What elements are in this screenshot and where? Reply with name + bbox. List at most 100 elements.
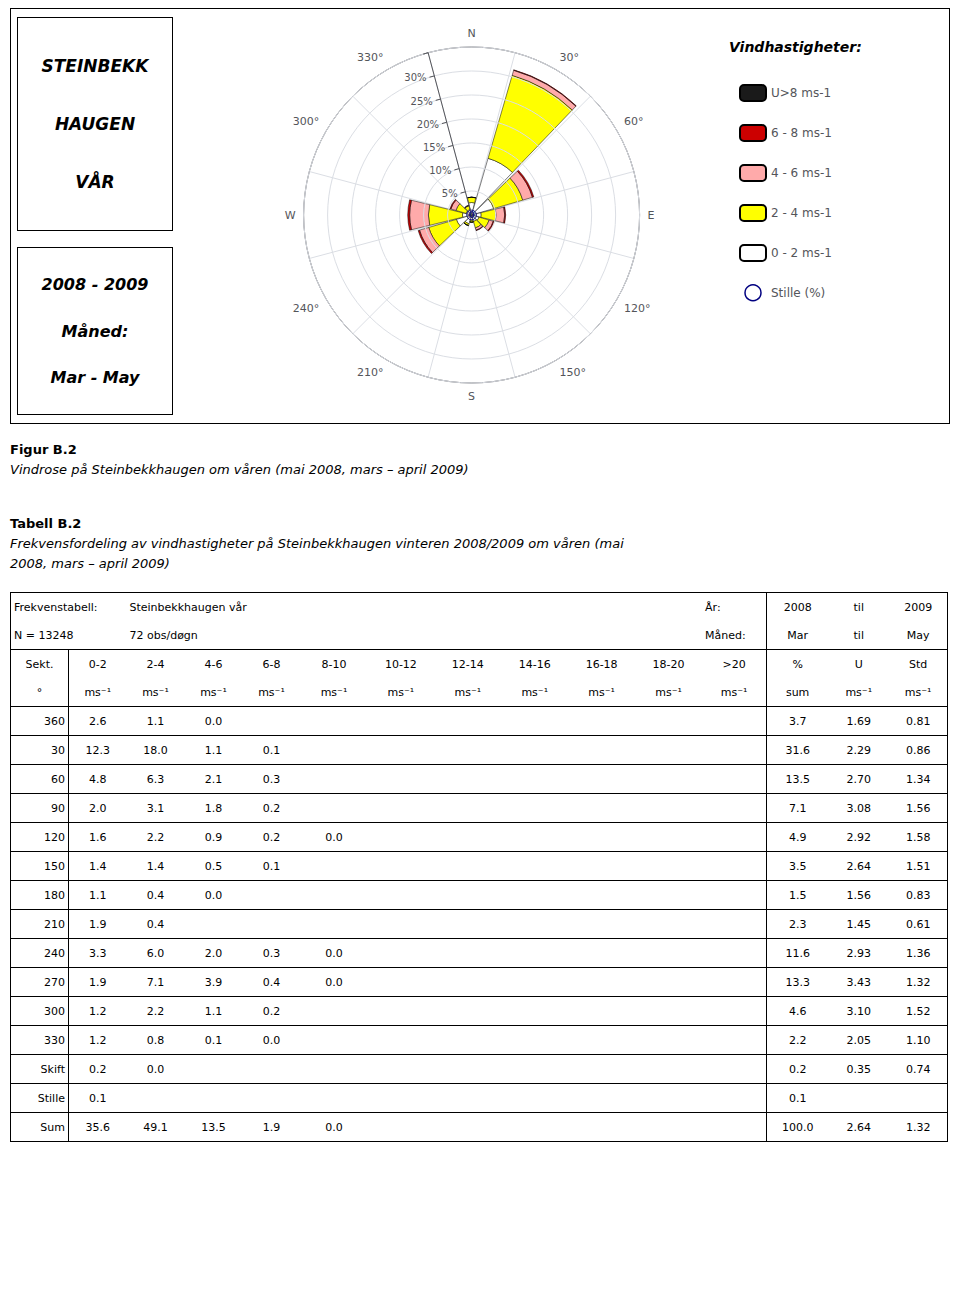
svg-text:60°: 60°	[624, 115, 644, 128]
html-text:30: 30	[51, 743, 65, 757]
html-text:2.70: 2.70	[846, 772, 871, 786]
html-text:0-2: 0-2	[88, 657, 107, 671]
svg-text:120°: 120°	[624, 302, 651, 315]
svg-text:5%: 5%	[442, 188, 458, 199]
html-text:Figur B.2: Figur B.2	[10, 442, 77, 457]
html-text:72 obs/døgn: 72 obs/døgn	[129, 628, 198, 642]
svg-text:0: 0	[468, 210, 474, 220]
html-text:1.1: 1.1	[146, 714, 165, 728]
html-text:60: 60	[51, 772, 65, 786]
html-text:Vindrose på Steinbekkhaugen om: Vindrose på Steinbekkhaugen om våren (ma…	[10, 462, 469, 477]
svg-text:Vindhastigheter:: Vindhastigheter:	[729, 39, 862, 55]
svg-text:W: W	[285, 209, 296, 222]
html-text:ms⁻¹: ms⁻¹	[845, 685, 873, 699]
html-text:ms⁻¹: ms⁻¹	[320, 685, 348, 699]
svg-text:10%: 10%	[429, 165, 451, 176]
svg-text:4 - 6 ms-1: 4 - 6 ms-1	[771, 166, 832, 180]
html-text:Sekt.: Sekt.	[25, 657, 54, 671]
svg-text:S: S	[468, 390, 475, 403]
html-text:16-18: 16-18	[585, 657, 618, 671]
html-text:3.1: 3.1	[146, 801, 165, 815]
svg-text:0 - 2 ms-1: 0 - 2 ms-1	[771, 246, 832, 260]
html-text:90: 90	[51, 801, 65, 815]
svg-text:N: N	[467, 27, 475, 40]
html-text:0.81: 0.81	[906, 714, 931, 728]
html-text:2.6: 2.6	[89, 714, 107, 728]
html-text:ms⁻¹: ms⁻¹	[84, 685, 112, 699]
html-text:Mar - May: Mar - May	[50, 367, 140, 387]
html-text:STEINBEKK: STEINBEKK	[41, 56, 149, 76]
html-text:12-14: 12-14	[451, 657, 484, 671]
html-text:Måned:: Måned:	[61, 321, 129, 341]
svg-text:30°: 30°	[560, 51, 580, 64]
html-text:0.86: 0.86	[906, 743, 931, 757]
html-text:8-10: 8-10	[321, 657, 347, 671]
html-text:N = 13248: N = 13248	[14, 628, 74, 642]
html-text:ms⁻¹: ms⁻¹	[200, 685, 227, 699]
html-text:12.3: 12.3	[85, 743, 110, 757]
html-text:18.0: 18.0	[143, 743, 168, 757]
html-text:4-6: 4-6	[204, 657, 223, 671]
html-text:31.6: 31.6	[785, 743, 810, 757]
html-text:Tabell B.2: Tabell B.2	[10, 516, 82, 531]
svg-text:15%: 15%	[423, 142, 445, 153]
html-text:6-8: 6-8	[262, 657, 281, 671]
svg-text:30%: 30%	[404, 72, 426, 83]
svg-text:330°: 330°	[357, 51, 384, 64]
html-text:May: May	[906, 628, 930, 642]
html-text:0.1: 0.1	[262, 743, 281, 757]
svg-text:Stille (%): Stille (%)	[771, 286, 825, 300]
html-text:ms⁻¹: ms⁻¹	[258, 685, 285, 699]
html-text:360: 360	[44, 714, 65, 728]
html-text:2.29: 2.29	[846, 743, 871, 757]
svg-text:210°: 210°	[357, 366, 384, 379]
html-text:Mar: Mar	[787, 628, 808, 642]
html-text:HAUGEN: HAUGEN	[54, 114, 136, 134]
html-text:ms⁻¹: ms⁻¹	[387, 685, 415, 699]
html-text:4.8: 4.8	[89, 772, 107, 786]
html-text:14-16: 14-16	[518, 657, 551, 671]
html-text:2008 - 2009: 2008 - 2009	[41, 275, 149, 295]
html-text:Std: Std	[909, 657, 928, 671]
svg-text:2 - 4 ms-1: 2 - 4 ms-1	[771, 206, 832, 220]
html-text:ms⁻¹: ms⁻¹	[720, 685, 748, 699]
html-text:>20: >20	[722, 657, 746, 671]
svg-text:150°: 150°	[560, 366, 587, 379]
html-text:1.8: 1.8	[204, 801, 223, 815]
html-text:2.0: 2.0	[89, 801, 107, 815]
html-text:18-20: 18-20	[652, 657, 685, 671]
html-text:Frekvensfordeling av vindhasti: Frekvensfordeling av vindhastigheter på …	[10, 536, 624, 571]
html-text:0.0: 0.0	[204, 714, 223, 728]
html-text:År:: År:	[705, 600, 721, 614]
html-text:VÅR: VÅR	[75, 172, 115, 192]
svg-text:20%: 20%	[417, 119, 439, 130]
html-text:1.1: 1.1	[204, 743, 223, 757]
html-text:ms⁻¹: ms⁻¹	[904, 685, 932, 699]
svg-text:300°: 300°	[293, 115, 320, 128]
svg-text:E: E	[648, 209, 655, 222]
html-text:2009: 2009	[904, 600, 933, 614]
svg-text:25%: 25%	[411, 96, 433, 107]
html-text:ms⁻¹: ms⁻¹	[142, 685, 169, 699]
svg-text:6 - 8 ms-1: 6 - 8 ms-1	[771, 126, 832, 140]
html-text:ms⁻¹: ms⁻¹	[588, 685, 615, 699]
html-text:3.7: 3.7	[788, 714, 807, 728]
html-text:0.3: 0.3	[262, 772, 281, 786]
html-text:2.1: 2.1	[204, 772, 223, 786]
html-text:1.34: 1.34	[906, 772, 931, 786]
html-text:sum: sum	[785, 685, 810, 699]
html-text:ms⁻¹: ms⁻¹	[521, 685, 549, 699]
svg-text:U>8 ms-1: U>8 ms-1	[771, 86, 831, 100]
html-text:2-4: 2-4	[146, 657, 165, 671]
html-text:Måned:: Måned:	[705, 628, 746, 642]
html-text:Frekvenstabell:: Frekvenstabell:	[14, 600, 98, 614]
html-text:ms⁻¹: ms⁻¹	[655, 685, 682, 699]
svg-text:240°: 240°	[293, 302, 320, 315]
html-text:Steinbekkhaugen vår: Steinbekkhaugen vår	[129, 600, 247, 614]
html-text:ms⁻¹: ms⁻¹	[454, 685, 482, 699]
html-text:13.5: 13.5	[785, 772, 810, 786]
html-text:10-12: 10-12	[384, 657, 417, 671]
html-text:1.69: 1.69	[846, 714, 871, 728]
html-text:2008: 2008	[783, 600, 812, 614]
html-text:6.3: 6.3	[146, 772, 165, 786]
